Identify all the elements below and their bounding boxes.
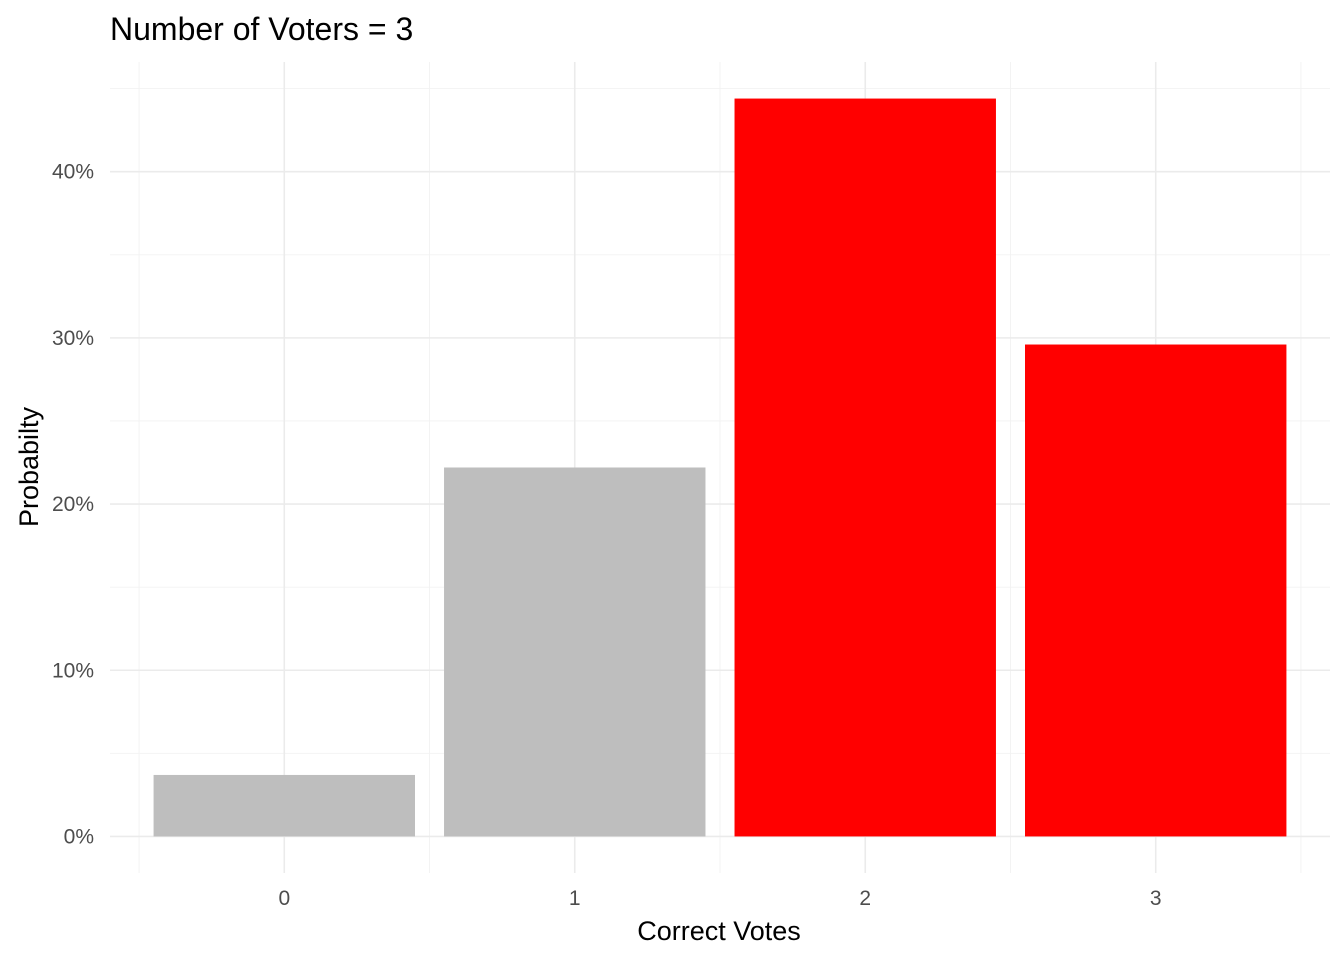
bar-1 <box>444 467 706 837</box>
y-tick-label: 0% <box>64 825 94 848</box>
x-tick-label: 0 <box>278 887 290 910</box>
bar-3 <box>1025 344 1287 837</box>
x-tick-label: 3 <box>1150 887 1162 910</box>
x-axis-ticks: 0 1 2 3 <box>278 887 1161 910</box>
bars <box>153 98 1287 837</box>
y-tick-label: 20% <box>52 493 94 516</box>
bar-0 <box>153 774 416 837</box>
chart-title: Number of Voters = 3 <box>110 11 413 47</box>
x-axis-title: Correct Votes <box>637 916 801 946</box>
y-axis-title: Probabilty <box>14 406 44 527</box>
y-tick-label: 10% <box>52 659 94 682</box>
y-tick-label: 40% <box>52 161 94 184</box>
bar-2 <box>734 98 996 837</box>
x-tick-label: 2 <box>859 887 871 910</box>
x-tick-label: 1 <box>569 887 581 910</box>
y-tick-label: 30% <box>52 327 94 350</box>
y-axis-ticks: 0% 10% 20% 30% 40% <box>52 161 94 849</box>
